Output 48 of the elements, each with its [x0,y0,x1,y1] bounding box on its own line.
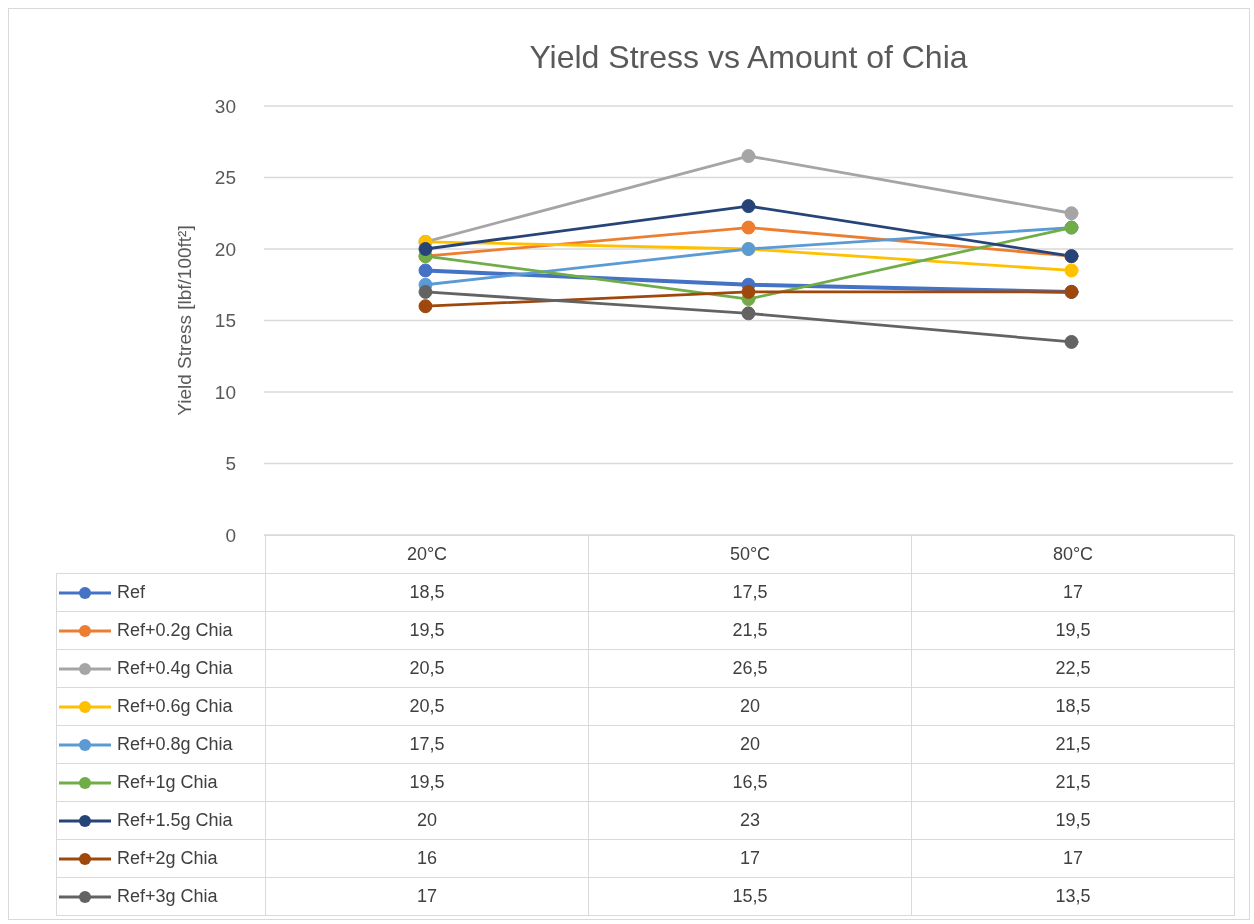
legend-label: Ref+0.8g Chia [56,725,266,764]
data-label: 19,5 [911,801,1235,840]
y-tick-label: 25 [214,167,236,189]
data-label: 20 [588,687,912,726]
data-label: 21,5 [911,763,1235,802]
data-label: 23 [588,801,912,840]
data-label: 18,5 [911,687,1235,726]
chart-title: Yield Stress vs Amount of Chia [528,39,969,76]
data-label: 19,5 [911,611,1235,650]
x-tick-label: 20°C [265,535,589,574]
data-label: 13,5 [911,877,1235,916]
data-label: 19,5 [265,611,589,650]
legend-label: Ref [56,573,266,612]
legend-label: Ref+0.4g Chia [56,649,266,688]
data-label: 17,5 [588,573,912,612]
data-label: 20,5 [265,649,589,688]
data-label: 20,5 [265,687,589,726]
data-label: 17 [265,877,589,916]
y-tick-label: 15 [214,310,236,332]
y-tick-label: 30 [214,95,236,117]
data-label: 18,5 [265,573,589,612]
legend-label: Ref+2g Chia [56,839,266,878]
legend-label: Ref+1g Chia [56,763,266,802]
data-label: 17 [911,839,1235,878]
data-label: 16 [265,839,589,878]
legend-label: Ref+1.5g Chia [56,801,266,840]
legend-label: Ref+3g Chia [56,877,266,916]
x-tick-label: 80°C [911,535,1235,574]
data-label: 17 [588,839,912,878]
legend-label: Ref+0.2g Chia [56,611,266,650]
legend-label: Ref+0.6g Chia [56,687,266,726]
data-label: 22,5 [911,649,1235,688]
y-tick-label: 20 [214,238,236,260]
data-label: 20 [588,725,912,764]
y-tick-label: 0 [225,524,236,546]
data-label: 20 [265,801,589,840]
x-tick-label: 50°C [588,535,912,574]
data-label: 19,5 [265,763,589,802]
y-tick-label: 10 [214,381,236,403]
data-label: 15,5 [588,877,912,916]
data-label: 17,5 [265,725,589,764]
data-label: 16,5 [588,763,912,802]
y-tick-label: 5 [225,453,236,475]
data-label: 17 [911,573,1235,612]
data-label: 21,5 [588,611,912,650]
data-label: 21,5 [911,725,1235,764]
y-axis-title: Yield Stress [lbf/100ft²] [173,225,195,416]
data-label: 26,5 [588,649,912,688]
